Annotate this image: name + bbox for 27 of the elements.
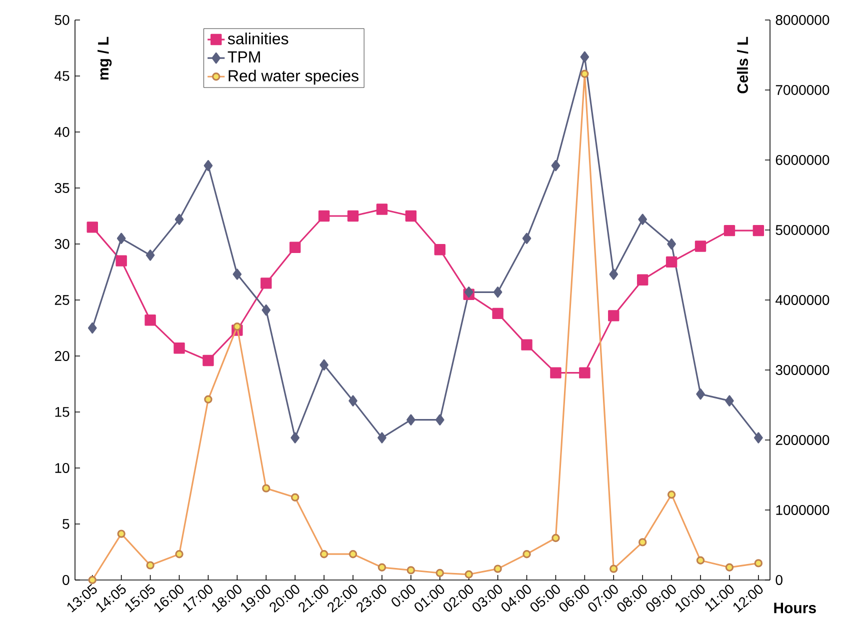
x-axis-title: Hours [774,602,816,614]
y-tick-label: 30 [54,239,70,249]
legend-label: Red water species [228,70,358,85]
y-tick-label: 5 [62,519,70,529]
legend-label: TPM [228,51,260,62]
y-tick-label: 20 [54,351,70,361]
y-tick-label: 50 [54,15,70,25]
y-tick-label: 40 [54,127,70,137]
y2-tick-label: 1000000 [776,505,830,515]
y2-tick-label: 3000000 [776,365,830,375]
y2-tick-label: 0 [776,575,782,585]
y2-tick-label: 6000000 [776,155,830,165]
y-tick-label: 35 [54,183,70,193]
y-tick-label: 15 [55,407,70,417]
y2-tick-label: 7000000 [776,85,830,95]
y-tick-label: 10 [55,463,70,473]
x-tick-label: 0:00 [392,584,416,606]
y-tick-label: 0 [62,575,70,585]
y-tick-label: 25 [54,295,70,305]
y2-axis-title: Cells / L [736,36,748,94]
y-tick-label: 45 [54,71,70,81]
y2-tick-label: 8000000 [776,15,830,25]
legend-label: salinities [228,32,288,44]
y2-tick-label: 4000000 [776,295,830,305]
y2-tick-label: 2000000 [776,435,830,445]
y-axis-title: mg / L [98,36,112,80]
y2-tick-label: 5000000 [776,225,830,235]
